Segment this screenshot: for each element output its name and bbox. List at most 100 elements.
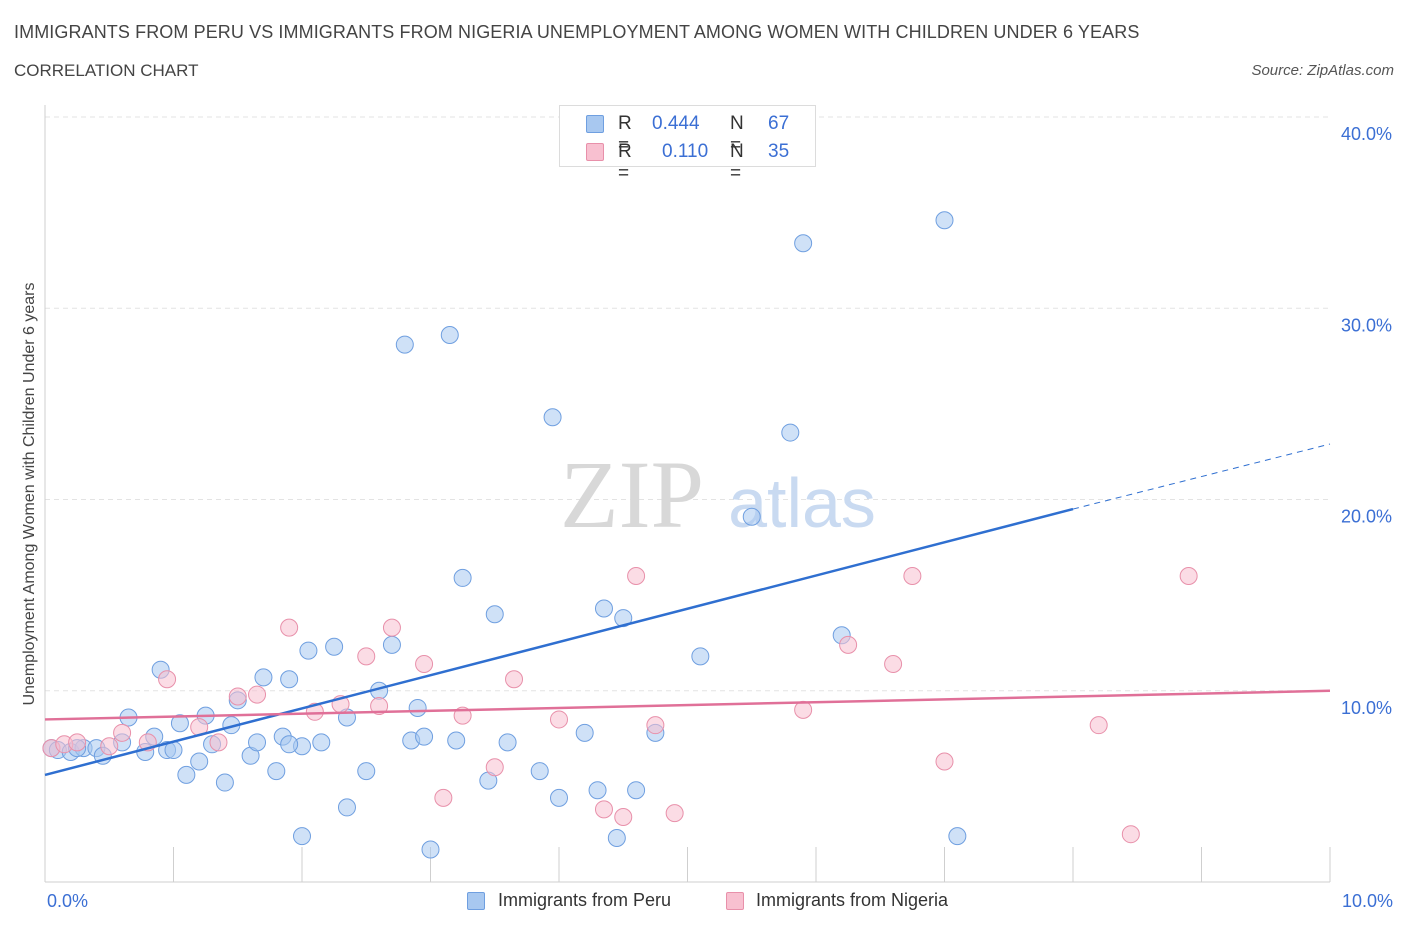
x-tick-label: 0.0% <box>47 891 88 911</box>
point-peru <box>299 641 318 660</box>
point-peru <box>453 568 472 587</box>
y-tick-label: 10.0% <box>1341 698 1392 718</box>
point-nigeria <box>228 687 247 706</box>
point-peru <box>215 773 234 792</box>
point-peru <box>588 781 607 800</box>
point-peru <box>170 714 189 733</box>
watermark: ZIP atlas <box>560 441 876 548</box>
point-peru <box>280 670 299 689</box>
point-peru <box>248 733 267 752</box>
data-points <box>42 211 1198 859</box>
point-nigeria <box>248 685 267 704</box>
point-nigeria <box>209 733 228 752</box>
legend-n-label: N = <box>730 141 744 184</box>
point-nigeria <box>614 807 633 826</box>
point-peru <box>254 668 273 687</box>
point-nigeria <box>1089 716 1108 735</box>
point-nigeria <box>158 670 177 689</box>
legend-r-label: R = <box>618 141 632 184</box>
point-peru <box>594 599 613 618</box>
legend-label-nigeria: Immigrants from Nigeria <box>756 890 949 910</box>
trend-line-nigeria <box>44 689 1331 721</box>
point-nigeria <box>485 758 504 777</box>
y-tick-label: 30.0% <box>1341 315 1392 335</box>
point-peru <box>935 211 954 230</box>
point-nigeria <box>100 737 119 756</box>
point-nigeria <box>794 700 813 719</box>
tick-labels: 10.0% 20.0% 30.0% 40.0% 0.0% 10.0% <box>47 124 1393 911</box>
point-nigeria <box>305 702 324 721</box>
point-nigeria <box>434 788 453 807</box>
point-peru <box>530 762 549 781</box>
point-peru <box>415 727 434 746</box>
point-peru <box>543 408 562 427</box>
point-peru <box>691 647 710 666</box>
point-peru <box>781 423 800 442</box>
axes <box>44 105 1331 883</box>
point-peru <box>485 605 504 624</box>
point-nigeria <box>550 710 568 729</box>
legend-swatch-nigeria <box>726 892 744 910</box>
point-peru <box>948 827 967 846</box>
point-nigeria <box>903 567 922 585</box>
point-peru <box>408 698 427 717</box>
trend-line-peru <box>44 507 1074 777</box>
point-peru <box>267 762 286 781</box>
point-nigeria <box>505 670 524 689</box>
chart-subtitle: CORRELATION CHART <box>14 61 199 80</box>
point-peru <box>447 731 466 750</box>
watermark-atlas: atlas <box>728 464 876 542</box>
point-nigeria <box>280 618 299 637</box>
watermark-zip: ZIP <box>560 441 704 548</box>
point-peru <box>395 335 414 354</box>
point-peru <box>337 798 356 817</box>
point-nigeria <box>665 804 684 823</box>
point-peru <box>627 781 646 800</box>
trend-lines <box>44 443 1331 777</box>
correlation-legend: R = 0.444 N = 67 R = 0.110 N = 35 <box>559 105 816 184</box>
point-peru <box>357 762 376 781</box>
point-nigeria <box>627 567 646 585</box>
point-peru <box>498 733 517 752</box>
point-nigeria <box>839 635 858 654</box>
point-nigeria <box>1179 567 1198 585</box>
legend-label-peru: Immigrants from Peru <box>498 890 672 910</box>
point-nigeria <box>646 716 665 735</box>
point-peru <box>190 752 209 771</box>
legend-swatch-peru <box>467 892 485 910</box>
legend-n-value: 35 <box>768 141 790 162</box>
point-nigeria <box>1121 825 1140 844</box>
point-nigeria <box>884 654 903 673</box>
point-peru <box>382 635 401 654</box>
y-tick-label: 20.0% <box>1341 507 1392 527</box>
source-credit: Source: ZipAtlas.com <box>1251 62 1394 79</box>
y-tick-label: 40.0% <box>1341 124 1392 144</box>
point-peru <box>550 788 568 807</box>
point-peru <box>312 733 331 752</box>
point-nigeria <box>382 618 401 637</box>
point-peru <box>421 840 440 859</box>
legend-n-value: 67 <box>768 113 790 134</box>
legend-r-value: 0.444 <box>652 113 700 134</box>
gridlines <box>45 116 1330 692</box>
point-peru <box>575 723 594 742</box>
point-peru <box>794 234 813 253</box>
chart-title: IMMIGRANTS FROM PERU VS IMMIGRANTS FROM … <box>14 22 1140 42</box>
legend-swatch-nigeria <box>586 143 604 161</box>
legend-r-value: 0.110 <box>662 141 709 162</box>
point-nigeria <box>68 733 87 752</box>
x-tick-label: 10.0% <box>1342 891 1393 911</box>
point-peru <box>742 507 761 526</box>
point-peru <box>177 765 196 784</box>
point-nigeria <box>357 647 376 666</box>
point-peru <box>440 326 459 345</box>
trend-extension-peru <box>1072 443 1331 510</box>
point-nigeria <box>113 723 132 742</box>
point-nigeria <box>415 654 434 673</box>
point-nigeria <box>370 697 389 716</box>
legend-swatch-peru <box>586 115 604 133</box>
point-peru <box>607 829 626 848</box>
point-peru <box>293 827 311 846</box>
point-peru <box>325 637 344 656</box>
